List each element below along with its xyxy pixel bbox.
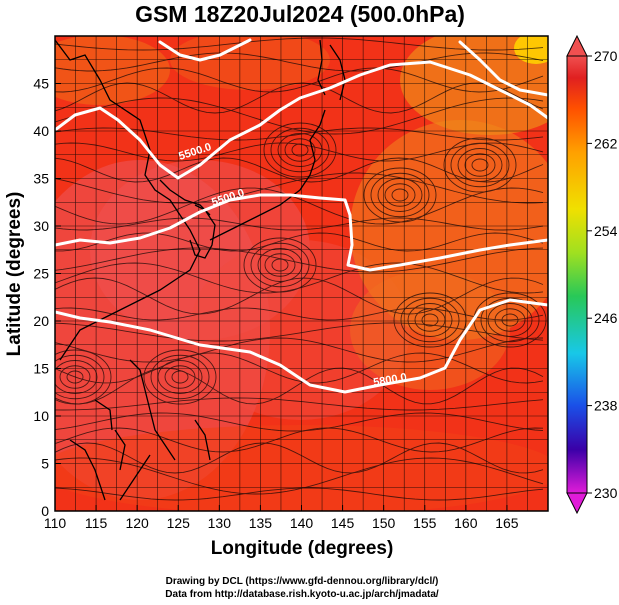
map-gridlines xyxy=(55,36,548,511)
x-tick-label: 150 xyxy=(372,515,396,531)
colorbar-bottom-arrow xyxy=(566,492,588,515)
y-tick-label: 25 xyxy=(33,266,49,282)
x-axis-ticks: 110 115 120 125 130 135 140 145 150 155 160 165 xyxy=(44,505,519,531)
y-axis-label: Latitude (degrees) xyxy=(4,192,25,357)
x-tick-label: 160 xyxy=(454,515,478,531)
y-tick-label: 20 xyxy=(33,313,49,329)
x-tick-label: 115 xyxy=(85,515,108,531)
y-tick-label: 0 xyxy=(41,503,49,519)
colorbar-tick-label: 230 xyxy=(594,485,618,501)
map-plot-area xyxy=(55,36,548,511)
x-tick-label: 125 xyxy=(167,515,191,531)
colorbar-tick-label: 270 xyxy=(594,48,618,64)
credit-drawing: Drawing by DCL (https://www.gfd-dennou.o… xyxy=(166,576,439,587)
y-tick-label: 30 xyxy=(33,218,49,234)
x-tick-label: 145 xyxy=(331,515,355,531)
colorbar: 270 262 254 246 238 230 xyxy=(566,34,618,515)
y-tick-label: 45 xyxy=(33,76,49,92)
y-tick-label: 15 xyxy=(33,361,49,377)
coastlines xyxy=(55,39,346,501)
colorbar-tick-label: 254 xyxy=(594,223,618,239)
y-tick-label: 5 xyxy=(41,456,49,472)
colorbar-scale xyxy=(566,55,588,494)
x-tick-label: 130 xyxy=(208,515,232,531)
y-tick-label: 40 xyxy=(33,123,49,139)
x-axis-label: Longitude (degrees) xyxy=(211,538,394,559)
y-tick-label: 10 xyxy=(33,408,49,424)
x-tick-label: 165 xyxy=(495,515,519,531)
x-tick-label: 135 xyxy=(249,515,273,531)
y-tick-label: 35 xyxy=(33,171,49,187)
y-axis-ticks: 0 5 10 15 20 25 30 35 40 45 xyxy=(33,76,61,519)
x-tick-label: 110 xyxy=(44,515,67,531)
colorbar-top-arrow xyxy=(566,34,588,57)
contour-label: 5800.0 xyxy=(372,371,407,389)
colorbar-tick-label: 262 xyxy=(594,135,618,151)
x-tick-label: 120 xyxy=(125,515,149,531)
colorbar-ticks: 270 262 254 246 238 230 xyxy=(587,48,618,501)
figure-title: GSM 18Z20Jul2024 (500.0hPa) xyxy=(135,1,465,27)
x-tick-label: 140 xyxy=(290,515,314,531)
x-tick-label: 155 xyxy=(413,515,437,531)
colorbar-tick-label: 246 xyxy=(594,310,618,326)
credit-data: Data from http://database.rish.kyoto-u.a… xyxy=(165,589,439,600)
colorbar-tick-label: 238 xyxy=(594,398,618,414)
geopotential-contours xyxy=(55,38,548,394)
